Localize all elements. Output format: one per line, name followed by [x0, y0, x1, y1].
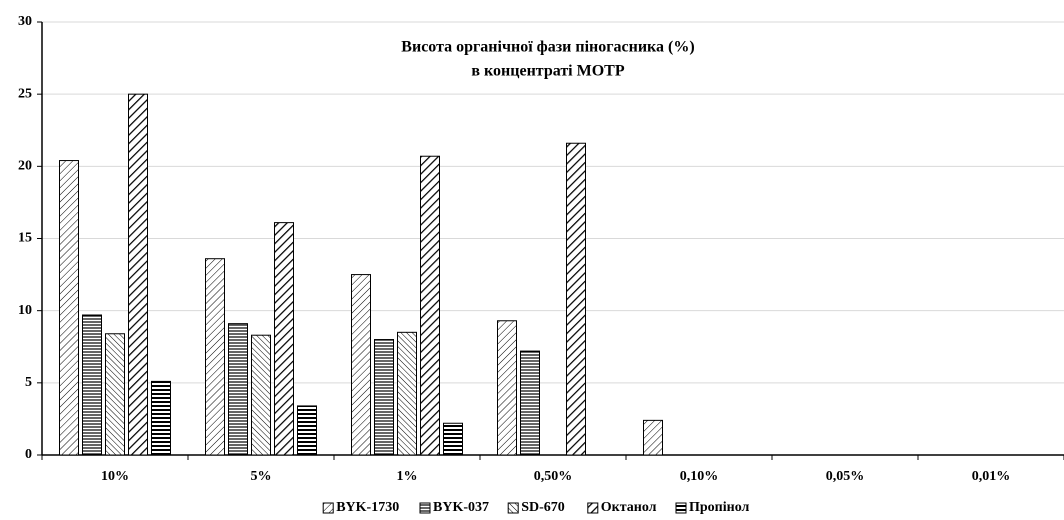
legend-swatch: [675, 502, 687, 514]
bar: [374, 339, 394, 456]
bar: [205, 258, 225, 456]
chart-title: Висота органічної фази піногасника (%): [401, 39, 694, 56]
y-tick-label: 25: [18, 86, 32, 101]
legend-label: Октанол: [601, 500, 657, 515]
bar: [59, 160, 79, 456]
bar: [520, 350, 540, 456]
legend-swatch: [322, 502, 334, 514]
y-tick-label: 10: [18, 303, 32, 318]
bar: [297, 405, 317, 456]
bar: [105, 333, 125, 456]
x-tick-label: 0,50%: [534, 469, 573, 484]
bar: [228, 323, 248, 456]
y-tick-label: 5: [25, 375, 32, 390]
legend-label: SD-670: [521, 500, 565, 515]
bar: [566, 142, 586, 456]
bar: [443, 422, 463, 456]
legend-swatch: [507, 502, 519, 514]
legend-label: BYK-1730: [336, 500, 399, 515]
legend-label: Пропінол: [689, 500, 750, 515]
x-tick-label: 5%: [251, 469, 272, 484]
bar: [351, 274, 371, 456]
y-tick-label: 0: [25, 447, 32, 462]
x-tick-label: 0,05%: [826, 469, 865, 484]
x-tick-label: 0,01%: [972, 469, 1011, 484]
x-tick-label: 0,10%: [680, 469, 719, 484]
bar: [82, 314, 102, 456]
chart-title: в концентраті МОТР: [471, 63, 624, 80]
y-tick-label: 30: [18, 14, 32, 29]
bar: [128, 93, 148, 456]
bar: [497, 320, 517, 456]
bar: [151, 380, 171, 456]
legend-label: BYK-037: [433, 500, 489, 515]
y-tick-label: 20: [18, 159, 32, 174]
bar: [274, 222, 294, 456]
bar: [420, 155, 440, 456]
x-tick-label: 1%: [397, 469, 418, 484]
x-tick-label: 10%: [101, 469, 129, 484]
bar: [251, 334, 271, 456]
legend-swatch: [419, 502, 431, 514]
bar: [397, 331, 417, 456]
y-tick-label: 15: [18, 231, 32, 246]
bar: [643, 419, 663, 456]
legend-swatch: [587, 502, 599, 514]
